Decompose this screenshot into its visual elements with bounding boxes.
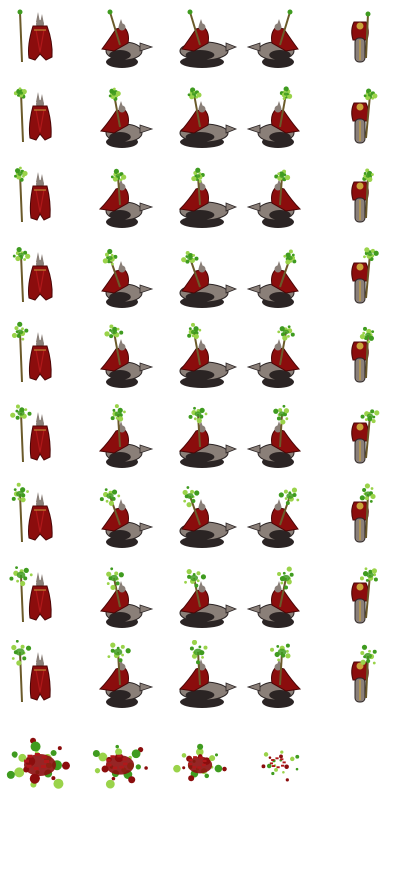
red-robed-mage-icon bbox=[9, 566, 52, 623]
red-robed-mage-icon bbox=[246, 404, 302, 468]
death-frame-4 bbox=[240, 720, 320, 800]
red-robed-mage-icon bbox=[100, 87, 154, 148]
red-robed-mage-icon bbox=[11, 321, 52, 383]
sprite-frame-north-east-row-6 bbox=[240, 400, 320, 480]
sprite-frame-south-row-1 bbox=[0, 0, 80, 80]
sprite-frame-south-row-4 bbox=[0, 240, 80, 320]
red-robed-mage-icon bbox=[179, 486, 238, 548]
red-robed-mage-icon bbox=[11, 482, 53, 543]
red-robed-mage-icon bbox=[17, 9, 53, 63]
red-robed-mage-icon bbox=[101, 248, 154, 308]
sprite-frame-east-row-4 bbox=[160, 240, 240, 320]
red-robed-mage-icon bbox=[351, 409, 380, 464]
red-robed-mage-icon bbox=[98, 168, 154, 228]
sprite-frame-north-row-4 bbox=[320, 240, 400, 320]
sprite-frame-north-row-3 bbox=[320, 160, 400, 240]
sprite-frame-east-row-8 bbox=[160, 560, 240, 640]
red-robed-mage-icon bbox=[351, 644, 377, 703]
sprite-frame-east-row-7 bbox=[160, 480, 240, 560]
sprite-frame-south-east-row-4 bbox=[80, 240, 160, 320]
red-robed-mage-icon bbox=[13, 87, 52, 143]
red-robed-mage-icon bbox=[179, 322, 238, 388]
sprite-frame-east-row-6 bbox=[160, 400, 240, 480]
sprite-frame-south-row-8 bbox=[0, 560, 80, 640]
sprite-frame-south-east-row-8 bbox=[80, 560, 160, 640]
sprite-frame-south-east-row-9 bbox=[80, 640, 160, 720]
red-robed-mage-icon bbox=[351, 326, 375, 383]
red-robed-mage-icon bbox=[98, 404, 154, 468]
red-robed-mage-icon bbox=[246, 9, 299, 68]
sprite-frame-north-row-2 bbox=[320, 80, 400, 160]
sprite-frame-north-east-row-5 bbox=[240, 320, 320, 400]
red-robed-mage-icon bbox=[100, 567, 154, 628]
sprite-frame-north-row-6 bbox=[320, 400, 400, 480]
red-robed-mage-icon bbox=[246, 169, 302, 228]
red-robed-mage-icon bbox=[101, 9, 154, 68]
sprite-frame-north-east-row-9 bbox=[240, 640, 320, 720]
gore-pile-icon bbox=[6, 737, 70, 789]
sprite-frame-north-east-row-8 bbox=[240, 560, 320, 640]
red-robed-mage-icon bbox=[11, 640, 51, 703]
red-robed-mage-icon bbox=[14, 166, 51, 223]
red-robed-mage-icon bbox=[10, 404, 51, 463]
red-robed-mage-icon bbox=[99, 488, 154, 548]
sprite-frame-north-east-row-7 bbox=[240, 480, 320, 560]
sprite-frame-south-row-9 bbox=[0, 640, 80, 720]
gore-pile-icon bbox=[261, 750, 300, 782]
death-frame-2 bbox=[80, 720, 160, 800]
red-robed-mage-icon bbox=[246, 487, 300, 548]
sprite-frame-south-row-6 bbox=[0, 400, 80, 480]
sprite-frame-south-row-2 bbox=[0, 80, 80, 160]
red-robed-mage-icon bbox=[179, 9, 238, 68]
sprite-frame-north-east-row-2 bbox=[240, 80, 320, 160]
sprite-frame-south-east-row-3 bbox=[80, 160, 160, 240]
sprite-frame-north-east-row-4 bbox=[240, 240, 320, 320]
red-robed-mage-icon bbox=[246, 643, 302, 708]
red-robed-mage-icon bbox=[246, 86, 300, 148]
sprite-frame-north-row-5 bbox=[320, 320, 400, 400]
sprite-frame-east-row-3 bbox=[160, 160, 240, 240]
red-robed-mage-icon bbox=[246, 566, 300, 628]
sprite-frame-south-east-row-7 bbox=[80, 480, 160, 560]
sprite-frame-north-row-7 bbox=[320, 480, 400, 560]
red-robed-mage-icon bbox=[178, 640, 238, 708]
red-robed-mage-icon bbox=[178, 167, 238, 228]
sprite-frame-east-row-9 bbox=[160, 640, 240, 720]
sprite-frame-south-east-row-1 bbox=[80, 0, 160, 80]
red-robed-mage-icon bbox=[12, 246, 53, 303]
gore-pile-icon bbox=[92, 744, 148, 789]
death-frame-1 bbox=[0, 720, 80, 800]
sprite-frame-south-row-5 bbox=[0, 320, 80, 400]
gore-pile-icon bbox=[173, 743, 227, 782]
sprite-frame-north-east-row-3 bbox=[240, 160, 320, 240]
red-robed-mage-icon bbox=[246, 325, 300, 388]
red-robed-mage-icon bbox=[98, 642, 154, 708]
sprite-frame-east-row-2 bbox=[160, 80, 240, 160]
sprite-frame-north-east-row-1 bbox=[240, 0, 320, 80]
sprite-frame-south-row-3 bbox=[0, 160, 80, 240]
sprite-frame-south-east-row-2 bbox=[80, 80, 160, 160]
sprite-frame-north-row-9 bbox=[320, 640, 400, 720]
sprite-frame-north-row-8 bbox=[320, 560, 400, 640]
red-robed-mage-icon bbox=[351, 11, 371, 63]
sprite-frame-north-row-1 bbox=[320, 0, 400, 80]
red-robed-mage-icon bbox=[351, 567, 378, 624]
red-robed-mage-icon bbox=[351, 88, 378, 144]
red-robed-mage-icon bbox=[179, 87, 238, 148]
red-robed-mage-icon bbox=[351, 483, 376, 543]
death-frame-3 bbox=[160, 720, 240, 800]
red-robed-mage-icon bbox=[351, 247, 379, 304]
sprite-frame-south-east-row-6 bbox=[80, 400, 160, 480]
red-robed-mage-icon bbox=[179, 569, 238, 628]
red-robed-mage-icon bbox=[179, 251, 238, 308]
red-robed-mage-icon bbox=[351, 168, 374, 223]
red-robed-mage-icon bbox=[100, 324, 154, 388]
sprite-frame-south-east-row-5 bbox=[80, 320, 160, 400]
red-robed-mage-icon bbox=[246, 249, 299, 308]
sprite-frame-east-row-5 bbox=[160, 320, 240, 400]
red-robed-mage-icon bbox=[178, 406, 238, 468]
sprite-frame-east-row-1 bbox=[160, 0, 240, 80]
sprite-frame-south-row-7 bbox=[0, 480, 80, 560]
